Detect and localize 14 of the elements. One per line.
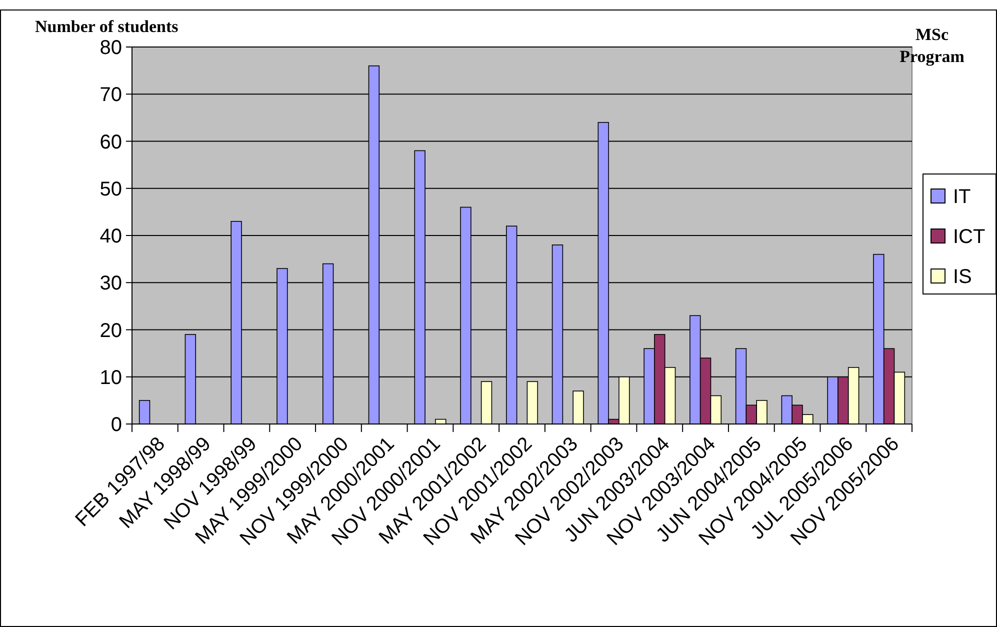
y-axis-title: Number of students (35, 17, 179, 36)
legend-label: IS (953, 266, 972, 288)
legend-label: ICT (953, 226, 986, 248)
y-tick-label: 70 (100, 84, 122, 106)
y-tick-label: 30 (100, 272, 122, 295)
y-tick-label: 20 (100, 320, 122, 342)
y-tick-label: 10 (100, 366, 122, 389)
y-tick-label: 60 (100, 131, 122, 154)
y-tick-label: 80 (100, 37, 122, 59)
y-tick-label: 50 (100, 178, 122, 200)
chart-title: MSc Program (900, 25, 964, 66)
y-tick-label: 40 (100, 226, 122, 248)
legend-label: IT (953, 186, 971, 208)
y-tick-label: 0 (110, 414, 122, 436)
